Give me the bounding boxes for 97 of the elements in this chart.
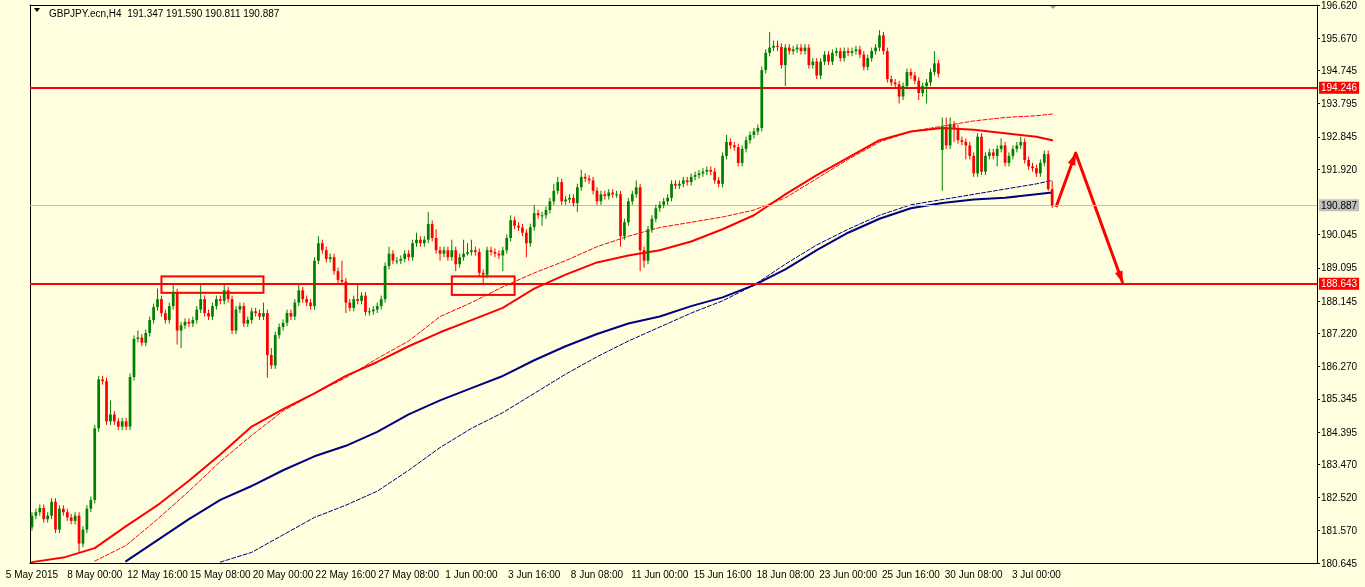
y-tick-label: 191.920 <box>1321 163 1358 175</box>
y-tick-label: 190.045 <box>1321 229 1358 241</box>
x-tick-label: 8 May 00:00 <box>67 568 123 580</box>
x-tick-label: 27 May 08:00 <box>378 568 440 580</box>
y-tick-label: 181.570 <box>1321 525 1358 537</box>
candlestick <box>152 303 155 325</box>
candlestick <box>524 228 528 258</box>
candlestick <box>807 43 811 70</box>
candlestick <box>764 48 768 74</box>
candlestick <box>364 291 367 317</box>
x-tick-label: 5 May 2015 <box>5 568 59 580</box>
x-tick-label: 20 May 00:00 <box>252 568 314 580</box>
x-tick-label: 25 Jun 16:00 <box>881 568 941 580</box>
x-tick-label: 3 Jul 00:00 <box>1011 568 1062 580</box>
candlestick <box>925 78 928 104</box>
y-tick-label: 186.270 <box>1321 361 1358 373</box>
candlestick <box>160 295 163 318</box>
candlestick <box>42 503 46 524</box>
candlestick <box>426 211 430 244</box>
y-tick-label: 196.620 <box>1321 0 1358 11</box>
x-tick-label: 3 Jun 16:00 <box>508 568 561 580</box>
y-tick-label: 195.670 <box>1321 32 1358 44</box>
candlestick <box>972 151 976 178</box>
candlestick <box>501 246 505 272</box>
candlestick <box>450 239 454 262</box>
candlestick <box>411 239 414 262</box>
candlestick <box>627 197 630 227</box>
candlestick <box>477 247 481 277</box>
x-tick-label: 23 Jun 00:00 <box>819 568 878 580</box>
candlestick <box>623 218 626 241</box>
candlestick <box>124 417 128 431</box>
candlestick <box>725 134 728 160</box>
candlestick <box>862 50 866 71</box>
candlestick <box>560 178 564 206</box>
candlestick <box>815 57 819 80</box>
x-tick-label: 11 Jun 00:00 <box>631 568 689 580</box>
candlestick <box>109 399 112 426</box>
candlestick <box>878 29 881 52</box>
candlestick <box>964 137 968 160</box>
candlestick <box>819 57 823 80</box>
y-tick-label: 180.645 <box>1321 557 1358 569</box>
candlestick <box>705 165 709 176</box>
candlestick <box>222 284 226 305</box>
y-tick-label: 192.845 <box>1321 131 1358 143</box>
candlestick <box>532 204 536 232</box>
x-tick-label: 22 May 16:00 <box>315 568 377 580</box>
x-tick-label: 12 May 16:00 <box>127 568 189 580</box>
candlestick <box>317 235 320 265</box>
candlestick <box>1023 137 1027 165</box>
y-tick-label: 194.745 <box>1321 64 1358 76</box>
x-tick-label: 30 Jun 08:00 <box>944 568 1004 580</box>
y-tick-label: 193.795 <box>1321 98 1358 110</box>
candlestick <box>242 302 246 328</box>
y-tick-label: 182.520 <box>1321 492 1358 504</box>
candlestick <box>171 284 175 311</box>
candlestick <box>462 239 465 262</box>
candlestick <box>156 288 159 312</box>
candlestick <box>579 169 583 192</box>
ref-line-label: 190.887 <box>1321 199 1358 211</box>
ref-line-label: 194.246 <box>1321 82 1358 94</box>
x-tick-label: 1 Jun 00:00 <box>445 568 498 580</box>
y-tick-label: 187.220 <box>1321 327 1358 339</box>
candlestick <box>776 40 779 52</box>
candlestick <box>203 295 206 318</box>
candlestick <box>940 116 944 192</box>
candlestick <box>783 43 787 87</box>
candlestick <box>50 497 53 520</box>
candlestick <box>167 302 171 325</box>
y-tick-label: 189.095 <box>1321 262 1358 274</box>
x-tick-label: 8 Jun 08:00 <box>570 568 624 580</box>
x-tick-label: 15 Jun 16:00 <box>693 568 752 580</box>
candlestick <box>454 246 458 272</box>
candlestick <box>269 347 273 370</box>
candlestick <box>505 233 509 255</box>
candlestick <box>882 31 885 56</box>
candlestick <box>509 214 513 242</box>
candlestick <box>999 137 1003 153</box>
y-tick-label: 188.145 <box>1321 295 1358 307</box>
candlestick <box>575 183 579 213</box>
candlestick <box>984 151 987 176</box>
y-tick-label: 184.395 <box>1321 426 1358 438</box>
ref-line-label: 188.643 <box>1321 278 1358 290</box>
y-tick-label: 185.345 <box>1321 393 1358 405</box>
candlestick <box>736 143 740 167</box>
candlestick <box>933 50 936 77</box>
y-tick-label: 183.470 <box>1321 458 1358 470</box>
candlestick <box>768 31 772 57</box>
chart-title: GBPJPY.ecn,H4 191.347 191.590 190.811 190.887 <box>49 7 280 19</box>
x-tick-label: 18 Jun 08:00 <box>756 568 815 580</box>
candlestick <box>58 504 61 534</box>
candlestick <box>199 284 203 314</box>
candlestick <box>148 316 152 337</box>
candlestick <box>528 223 532 248</box>
x-tick-label: 15 May 08:00 <box>190 568 252 580</box>
candlestick <box>670 179 673 202</box>
candlestick <box>780 42 783 70</box>
candlestick <box>536 209 540 220</box>
